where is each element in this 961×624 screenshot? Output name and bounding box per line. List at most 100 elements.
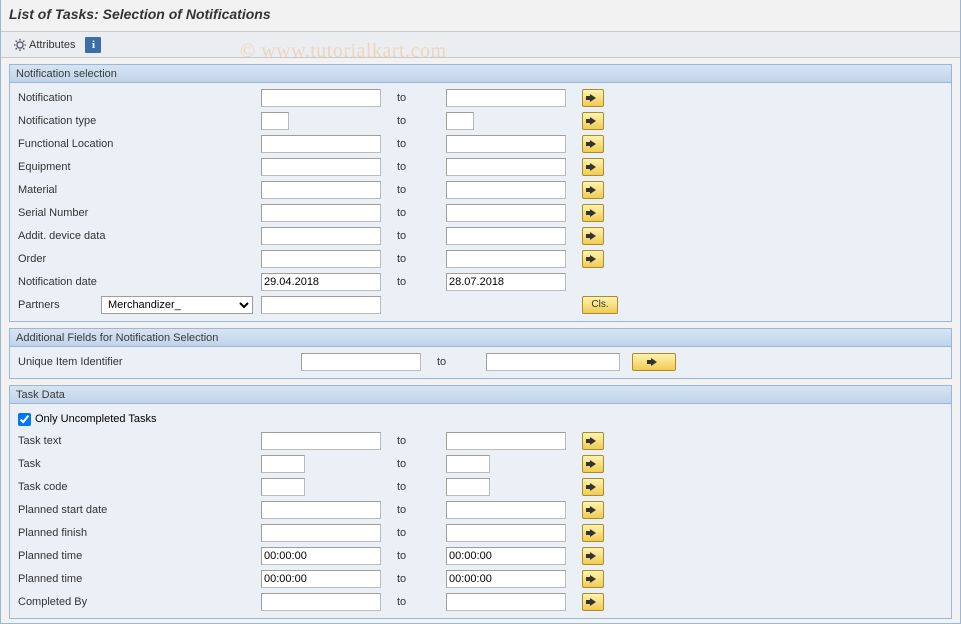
label-only-uncompleted: Only Uncompleted Tasks [35,413,156,425]
input-notification-date-from[interactable] [261,273,381,291]
input-functional-location-from[interactable] [261,135,381,153]
input-order-to[interactable] [446,250,566,268]
to-label: to [391,207,446,219]
checkbox-only-uncompleted[interactable] [18,413,31,426]
select-partner-function[interactable]: Merchandizer_ [101,296,253,314]
input-completed-by-to[interactable] [446,593,566,611]
input-task-from[interactable] [261,455,305,473]
input-planned-time-2-to[interactable] [446,570,566,588]
input-task-code-from[interactable] [261,478,305,496]
input-serial-number-from[interactable] [261,204,381,222]
row-task-text: Task text to [16,430,945,452]
input-unique-item-id-to[interactable] [486,353,620,371]
arrow-right-icon [590,552,596,560]
cls-button[interactable]: Cls. [582,296,618,314]
input-notification-date-to[interactable] [446,273,566,291]
input-notification-type-to[interactable] [446,112,474,130]
multi-select-button[interactable] [632,353,676,371]
row-planned-finish: Planned finish to [16,522,945,544]
input-planned-time-1-from[interactable] [261,547,381,565]
input-task-code-to[interactable] [446,478,490,496]
label-order: Order [16,253,261,265]
multi-select-button[interactable] [582,478,604,496]
to-label: to [391,138,446,150]
input-planned-time-1-to[interactable] [446,547,566,565]
input-planned-time-2-from[interactable] [261,570,381,588]
input-notification-from[interactable] [261,89,381,107]
input-task-text-to[interactable] [446,432,566,450]
multi-select-button[interactable] [582,547,604,565]
page-title: List of Tasks: Selection of Notification… [9,6,952,22]
input-planned-start-date-to[interactable] [446,501,566,519]
multi-select-button[interactable] [582,112,604,130]
group-header-notif: Notification selection [10,65,951,83]
to-label: to [391,435,446,447]
label-task: Task [16,458,261,470]
group-header-task: Task Data [10,386,951,404]
input-planned-start-date-from[interactable] [261,501,381,519]
input-task-text-from[interactable] [261,432,381,450]
input-equipment-from[interactable] [261,158,381,176]
arrow-right-icon [590,186,596,194]
input-addit-device-data-to[interactable] [446,227,566,245]
row-order: Order to [16,248,945,270]
label-serial-number: Serial Number [16,207,261,219]
multi-select-button[interactable] [582,158,604,176]
input-addit-device-data-from[interactable] [261,227,381,245]
input-equipment-to[interactable] [446,158,566,176]
row-task-code: Task code to [16,476,945,498]
row-planned-start-date: Planned start date to [16,499,945,521]
multi-select-button[interactable] [582,135,604,153]
multi-select-button[interactable] [582,501,604,519]
to-label: to [391,253,446,265]
toolbar: Attributes i [1,32,960,58]
multi-select-button[interactable] [582,524,604,542]
label-completed-by: Completed By [16,596,261,608]
input-planned-finish-to[interactable] [446,524,566,542]
attributes-button[interactable]: Attributes [9,35,79,55]
row-addit-device-data: Addit. device data to [16,225,945,247]
label-notification-type: Notification type [16,115,261,127]
arrow-right-icon [590,232,596,240]
multi-select-button[interactable] [582,181,604,199]
label-notification: Notification [16,92,261,104]
multi-select-button[interactable] [582,227,604,245]
to-label: to [391,550,446,562]
multi-select-button[interactable] [582,250,604,268]
input-unique-item-id-from[interactable] [301,353,421,371]
input-notification-to[interactable] [446,89,566,107]
group-header-addl: Additional Fields for Notification Selec… [10,329,951,347]
multi-select-button[interactable] [582,204,604,222]
input-planned-finish-from[interactable] [261,524,381,542]
input-serial-number-to[interactable] [446,204,566,222]
group-body-addl: Unique Item Identifier to [10,347,951,378]
multi-select-button[interactable] [582,455,604,473]
input-order-from[interactable] [261,250,381,268]
row-planned-time-1: Planned time to [16,545,945,567]
arrow-right-icon [590,437,596,445]
arrow-right-icon [590,140,596,148]
to-label: to [391,596,446,608]
arrow-right-icon [590,163,596,171]
input-partner-value[interactable] [261,296,381,314]
info-icon[interactable]: i [85,37,101,53]
multi-select-button[interactable] [582,593,604,611]
group-body-notif: Notification to Notification type to Fun… [10,83,951,321]
input-task-to[interactable] [446,455,490,473]
multi-select-button[interactable] [582,432,604,450]
multi-select-button[interactable] [582,570,604,588]
arrow-right-icon [590,94,596,102]
input-functional-location-to[interactable] [446,135,566,153]
row-equipment: Equipment to [16,156,945,178]
input-completed-by-from[interactable] [261,593,381,611]
input-notification-type-from[interactable] [261,112,289,130]
multi-select-button[interactable] [582,89,604,107]
arrow-right-icon [590,483,596,491]
arrow-right-icon [651,358,657,366]
row-notification-type: Notification type to [16,110,945,132]
to-label: to [391,573,446,585]
input-material-from[interactable] [261,181,381,199]
label-unique-item-id: Unique Item Identifier [16,356,301,368]
input-material-to[interactable] [446,181,566,199]
group-body-task: Only Uncompleted Tasks Task text to Task… [10,404,951,618]
